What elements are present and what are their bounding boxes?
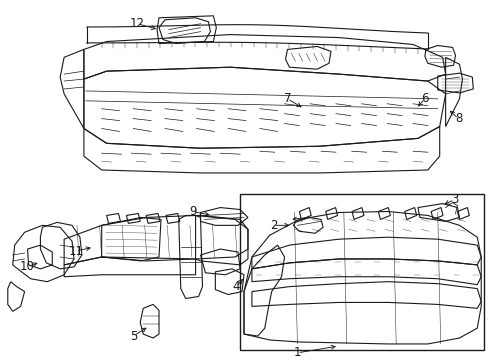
Text: 7: 7	[284, 92, 291, 105]
Text: 5: 5	[130, 329, 137, 343]
Text: 1: 1	[294, 346, 301, 359]
Text: 6: 6	[421, 92, 429, 105]
Text: 9: 9	[189, 205, 196, 218]
Text: 2: 2	[270, 219, 277, 232]
Text: 3: 3	[451, 193, 458, 206]
Text: 8: 8	[455, 112, 462, 125]
Text: 4: 4	[232, 280, 240, 293]
Text: 11: 11	[69, 244, 83, 257]
Bar	[240, 194, 484, 350]
Text: 12: 12	[130, 17, 145, 30]
Text: 10: 10	[20, 260, 35, 273]
